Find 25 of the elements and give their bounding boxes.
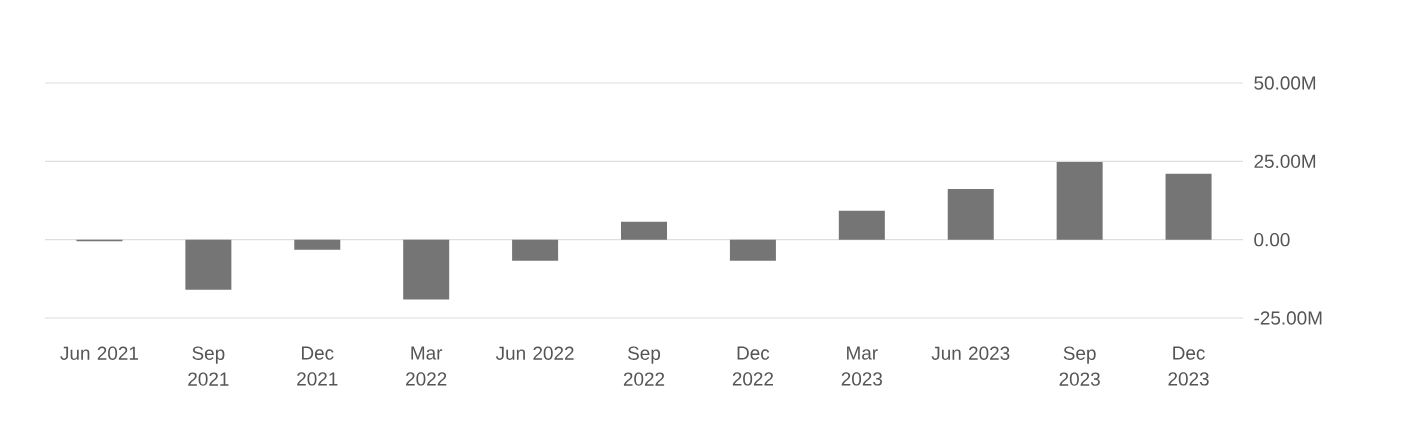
x-tick-label: Mar 2022 bbox=[406, 346, 447, 386]
x-tick-label: Jun 2023 bbox=[931, 346, 1010, 360]
x-tick-label: Dec 2021 bbox=[297, 346, 338, 386]
x-tick-label: Dec 2022 bbox=[732, 346, 774, 386]
bar bbox=[621, 221, 668, 240]
y-tick-label: 0.00 bbox=[1254, 232, 1290, 247]
y-tick-label: 50.00M bbox=[1254, 76, 1316, 90]
bar bbox=[947, 188, 994, 240]
y-tick-label: 25.00M bbox=[1254, 154, 1316, 169]
x-tick-label: Sep 2023 bbox=[1059, 346, 1100, 386]
bar bbox=[403, 239, 450, 300]
x-tick-label: Jun 2021 bbox=[60, 346, 138, 360]
bar bbox=[1165, 173, 1212, 240]
bar bbox=[185, 239, 232, 290]
bar bbox=[729, 239, 776, 261]
x-tick-label: Dec 2023 bbox=[1168, 346, 1209, 386]
bar bbox=[512, 239, 559, 261]
y-tick-label: -25.00M bbox=[1254, 311, 1322, 325]
bar bbox=[1056, 161, 1103, 240]
bar bbox=[294, 239, 341, 250]
x-tick-label: Sep 2022 bbox=[623, 346, 665, 386]
x-tick-label: Mar 2023 bbox=[841, 346, 883, 386]
bar bbox=[838, 210, 885, 240]
x-tick-label: Jun 2022 bbox=[495, 346, 574, 360]
x-tick-label: Sep 2021 bbox=[188, 346, 229, 386]
